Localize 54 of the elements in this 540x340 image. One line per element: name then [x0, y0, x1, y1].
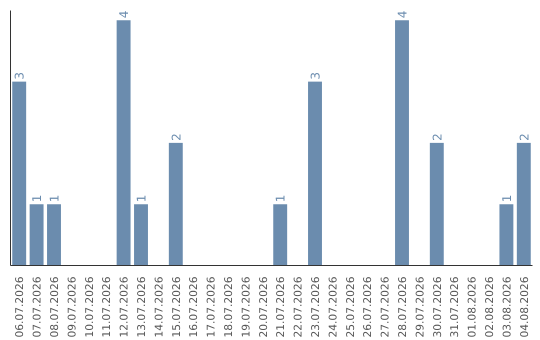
- x-tick-label: 01.08.2026: [466, 276, 479, 338]
- x-tick-label: 15.07.2026: [170, 276, 183, 338]
- data-label: 1: [134, 194, 148, 202]
- x-tick-label: 19.07.2026: [239, 276, 252, 338]
- data-label: 1: [48, 194, 62, 202]
- x-tick-label: 26.07.2026: [361, 276, 374, 338]
- x-tick-label: 17.07.2026: [204, 276, 218, 338]
- x-tick-label: 12.07.2026: [118, 276, 131, 338]
- x-tick-label: 03.08.2026: [500, 276, 514, 338]
- x-tick-label: 20.07.2026: [256, 276, 270, 338]
- x-tick-label: 10.07.2026: [82, 276, 96, 338]
- x-tick-label: 25.07.2026: [344, 276, 357, 338]
- x-tick-label: 21.07.2026: [274, 276, 288, 338]
- x-tick-label: 31.07.2026: [448, 276, 462, 338]
- data-label: 3: [308, 72, 322, 80]
- data-label: 3: [12, 72, 27, 80]
- bar: [134, 204, 148, 266]
- x-tick-label: 02.08.2026: [483, 276, 496, 338]
- data-label: 4: [396, 10, 410, 18]
- bar: [395, 20, 409, 266]
- x-tick-label: 18.07.2026: [222, 276, 235, 338]
- x-tick-label: 16.07.2026: [187, 276, 200, 338]
- x-tick-label: 06.07.2026: [13, 276, 26, 338]
- x-tick-label: 14.07.2026: [152, 276, 166, 338]
- x-tick-label: 23.07.2026: [309, 276, 322, 338]
- bar: [430, 142, 444, 266]
- data-label: 1: [274, 194, 288, 202]
- data-label: 4: [117, 10, 132, 18]
- bar: [516, 142, 531, 266]
- bar: [116, 20, 131, 266]
- x-tick-label: 28.07.2026: [396, 276, 409, 338]
- x-tick-label: 08.07.2026: [48, 276, 61, 338]
- data-label: 2: [169, 133, 184, 141]
- data-label: 2: [430, 133, 444, 141]
- x-tick-label: 11.07.2026: [100, 276, 114, 338]
- bar: [499, 204, 514, 266]
- x-tick-label: 30.07.2026: [430, 276, 444, 338]
- x-tick-label: 07.07.2026: [30, 276, 44, 338]
- x-tick-label: 09.07.2026: [65, 276, 78, 338]
- bar: [30, 204, 44, 266]
- bar: [47, 204, 61, 266]
- x-tick-label: 24.07.2026: [326, 276, 340, 338]
- x-tick-label: 13.07.2026: [135, 276, 148, 338]
- data-label: 1: [500, 194, 514, 202]
- bar: [273, 204, 288, 266]
- bar: [308, 82, 322, 266]
- bar: [12, 82, 26, 266]
- x-tick-label: 29.07.2026: [413, 276, 426, 338]
- bar: [168, 142, 183, 266]
- data-label: 1: [30, 194, 44, 202]
- x-tick-label: 22.07.2026: [292, 276, 305, 338]
- x-tick-label: 04.08.2026: [518, 276, 531, 338]
- x-tick-label: 27.07.2026: [378, 276, 392, 338]
- data-label: 2: [517, 133, 532, 141]
